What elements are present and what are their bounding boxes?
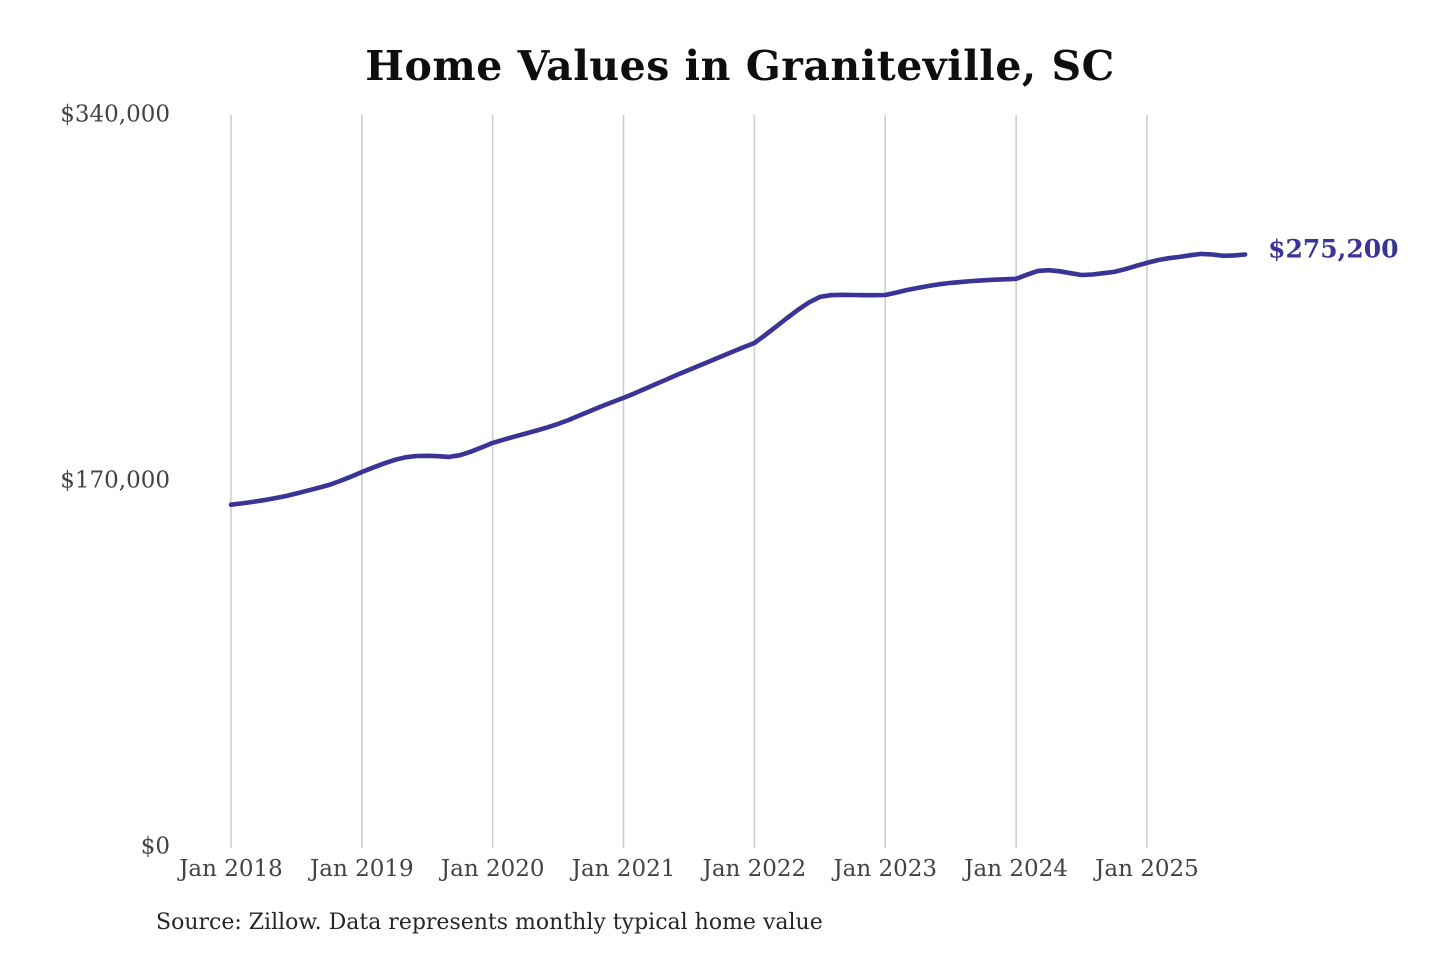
x-axis-tick-label: Jan 2023 [833, 856, 938, 882]
x-axis-tick-label: Jan 2022 [702, 856, 807, 882]
x-axis-tick-label: Jan 2020 [440, 856, 545, 882]
current-value-label: $275,200 [1268, 234, 1399, 263]
x-axis-tick-label: Jan 2018 [179, 856, 283, 882]
y-axis-tick-label: $170,000 [60, 467, 170, 494]
x-axis-tick-label: Jan 2025 [1095, 856, 1199, 882]
source-note: Source: Zillow. Data represents monthly … [156, 910, 823, 935]
x-axis-tick-label: Jan 2021 [571, 856, 676, 882]
chart-title: Home Values in Graniteville, SC [365, 42, 1115, 90]
y-axis-tick-label: $0 [140, 833, 170, 860]
x-axis-tick-label: Jan 2024 [964, 856, 1068, 882]
home-value-line [228, 251, 1248, 507]
x-axis-tick-label: Jan 2019 [310, 856, 414, 882]
y-axis-tick-label: $340,000 [60, 101, 170, 128]
